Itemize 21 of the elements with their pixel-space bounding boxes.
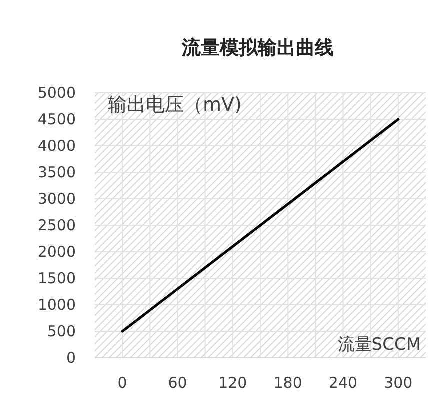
x-tick-label: 60 xyxy=(168,374,188,392)
y-tick-label: 4000 xyxy=(38,137,76,155)
y-tick-label: 2000 xyxy=(38,243,76,261)
y-tick-label: 5000 xyxy=(38,84,76,102)
x-axis-title: 流量SCCM xyxy=(338,335,421,355)
chart-title: 流量模拟输出曲线 xyxy=(181,37,334,59)
y-axis-title: 输出电压（mV) xyxy=(108,94,242,116)
x-tick-label: 240 xyxy=(328,374,358,392)
x-tick-label: 180 xyxy=(274,374,302,392)
x-tick-label: 0 xyxy=(118,374,128,392)
y-tick-label: 500 xyxy=(47,322,76,340)
y-tick-label: 2500 xyxy=(38,216,76,234)
y-tick-label: 4500 xyxy=(38,110,76,128)
x-tick-label: 120 xyxy=(218,374,248,392)
y-tick-label: 0 xyxy=(66,349,76,367)
y-tick-label: 3500 xyxy=(38,164,76,182)
y-tick-label: 1000 xyxy=(38,296,76,314)
x-tick-label: 300 xyxy=(384,374,413,392)
line-series xyxy=(121,118,400,333)
y-tick-label: 1500 xyxy=(38,270,76,288)
y-tick-label: 3000 xyxy=(38,190,76,208)
